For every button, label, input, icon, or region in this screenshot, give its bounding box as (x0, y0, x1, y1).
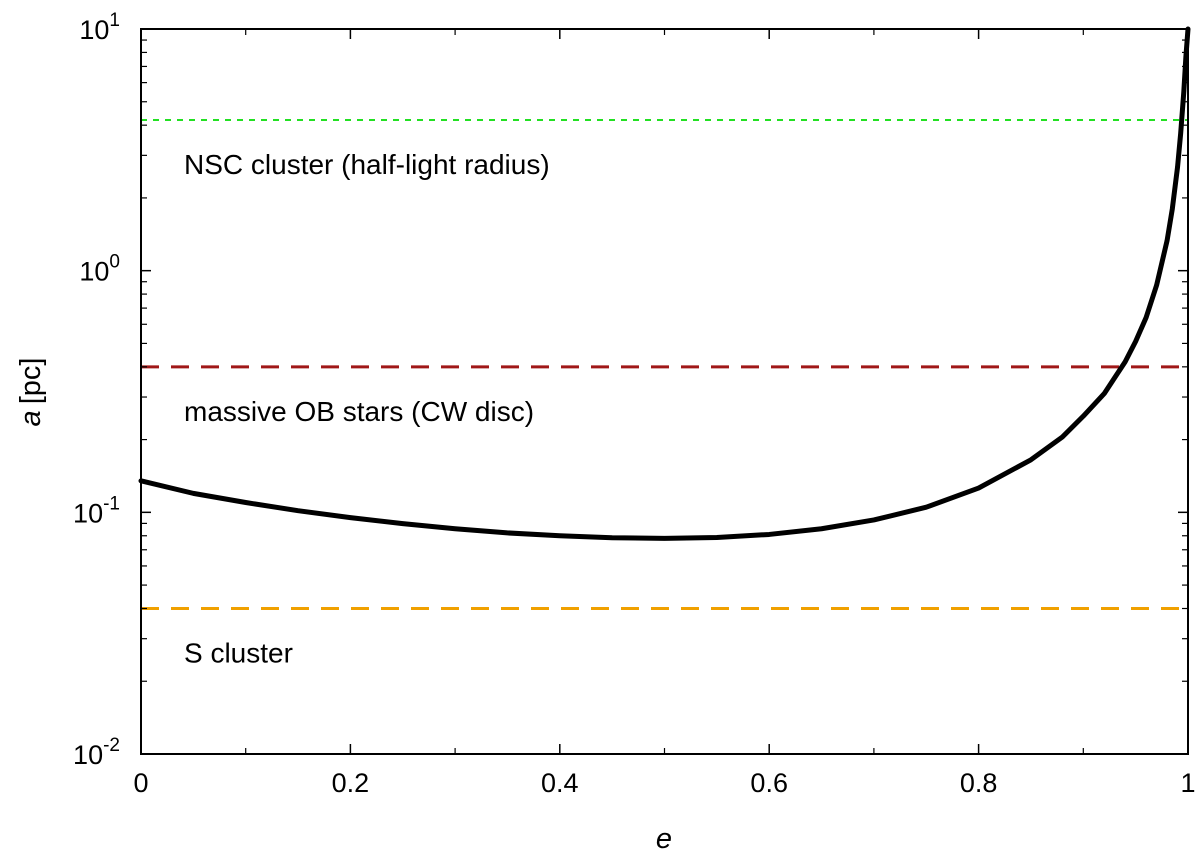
annotation-1: massive OB stars (CW disc) (184, 396, 534, 427)
series-layer (138, 26, 1191, 541)
x-tick-label-4: 0.8 (960, 768, 998, 798)
axis-ticks (140, 28, 1189, 755)
y-tick-label-1: 10-1 (73, 493, 120, 528)
x-tick-label-1: 0.2 (332, 768, 370, 798)
plot-frame (140, 28, 1189, 755)
x-axis-title: e (656, 823, 672, 855)
y-axis-symbol: a (15, 410, 47, 426)
reference-lines (141, 119, 1188, 611)
y-tick-label-3: 101 (79, 10, 120, 45)
y-tick-label-2: 100 (79, 252, 120, 287)
annotation-0: NSC cluster (half-light radius) (184, 149, 550, 180)
y-axis-units: [pc] (15, 358, 47, 405)
y-axis-title: a [pc] (15, 358, 47, 427)
x-tick-label-3: 0.6 (750, 768, 788, 798)
annotation-2: S cluster (184, 638, 293, 669)
x-tick-label-2: 0.4 (541, 768, 579, 798)
tick-labels: 0 0.2 0.4 0.6 0.8 1 10-2 10-1 100 101 (73, 10, 1195, 798)
series-line-0 (138, 26, 1191, 541)
annotations: NSC cluster (half-light radius) massive O… (184, 149, 550, 668)
y-tick-label-0: 10-2 (73, 735, 120, 770)
x-tick-label-0: 0 (133, 768, 148, 798)
x-tick-label-5: 1 (1180, 768, 1195, 798)
